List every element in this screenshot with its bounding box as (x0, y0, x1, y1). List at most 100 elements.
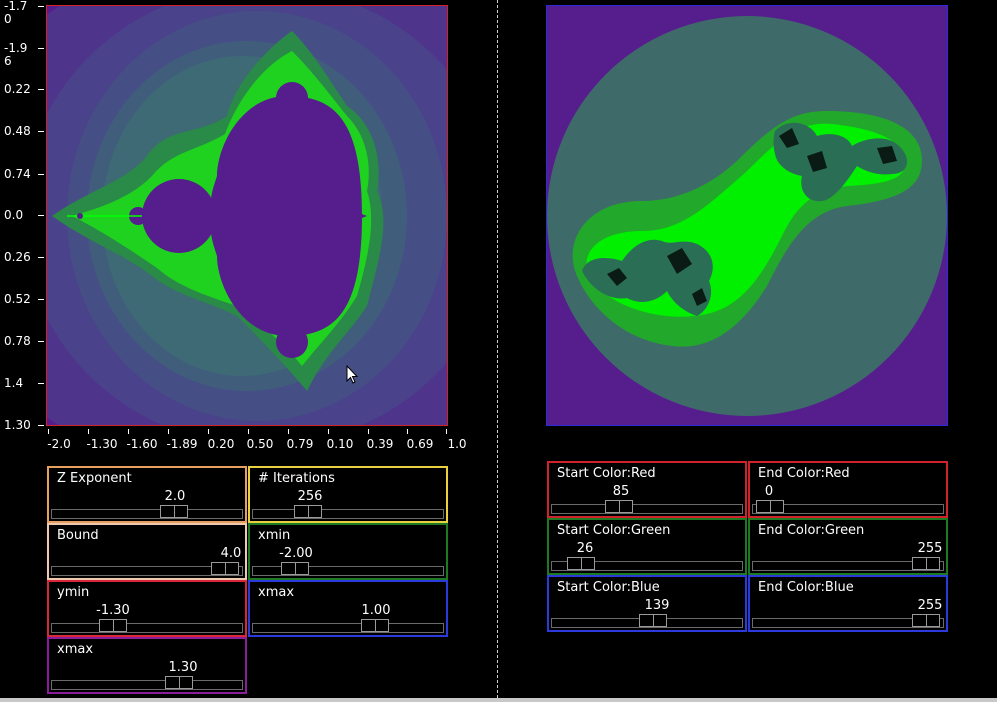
slider-track[interactable] (51, 562, 243, 576)
end-color-green-panel: End Color:Green 255 (748, 518, 948, 575)
x-tick-label: 0.50 (246, 437, 274, 451)
slider-track[interactable] (551, 500, 743, 514)
y-tick-label: -1.9 6 (4, 41, 28, 68)
ymin-panel: ymin -1.30 (47, 580, 247, 637)
julia-detail (779, 128, 799, 148)
slider-handle[interactable] (911, 557, 940, 570)
pane-divider[interactable] (497, 0, 498, 698)
control-label: End Color:Blue (758, 580, 854, 595)
x-tick-label: 0.20 (207, 437, 235, 451)
julia-detail (877, 146, 897, 164)
y-tick-label: 0.0 (4, 208, 24, 222)
slider-handle[interactable] (165, 676, 194, 689)
start-color-blue-panel: Start Color:Blue 139 (547, 575, 747, 632)
control-label: Start Color:Blue (557, 580, 660, 595)
slider-handle[interactable] (911, 614, 940, 627)
control-label: Bound (57, 528, 99, 543)
slider-track[interactable] (51, 619, 243, 633)
x-tick-mark (248, 429, 249, 434)
slider-handle[interactable] (756, 500, 785, 513)
slider-handle[interactable] (566, 557, 595, 570)
x-tick-label: 0.10 (326, 437, 354, 451)
slider-handle[interactable] (604, 500, 633, 513)
mouse-cursor-icon (346, 365, 359, 384)
z-exponent-panel: Z Exponent 2.0 (47, 466, 247, 523)
y-tick-mark (38, 383, 44, 384)
x-tick-mark (128, 429, 129, 434)
control-value: 256 (297, 489, 323, 504)
control-value: 4.0 (220, 546, 242, 561)
control-value: 255 (917, 598, 943, 613)
main-cardioid (210, 96, 362, 336)
slider-track[interactable] (51, 505, 243, 519)
x-tick-mark (368, 429, 369, 434)
slider-handle[interactable] (159, 505, 188, 518)
y-tick-mark (38, 48, 44, 49)
slider-track[interactable] (252, 505, 444, 519)
start-color-green-panel: Start Color:Green 26 (547, 518, 747, 575)
control-label: ymin (57, 585, 90, 600)
x-tick-label: -1.60 (126, 437, 158, 451)
xmax-panel: xmax 1.00 (248, 580, 448, 637)
control-label: xmin (258, 528, 291, 543)
y-tick-mark (38, 131, 44, 132)
end-color-blue-panel: End Color:Blue 255 (748, 575, 948, 632)
period-two-bulb (142, 179, 216, 253)
julia-detail (667, 248, 692, 274)
y-tick-label: 0.22 (4, 82, 31, 96)
control-label: End Color:Red (758, 466, 850, 481)
control-label: Z Exponent (57, 471, 132, 486)
control-value: 85 (612, 484, 630, 499)
xmax-panel-2: xmax 1.30 (47, 637, 247, 694)
y-tick-mark (38, 174, 44, 175)
bound-panel: Bound 4.0 (47, 523, 247, 580)
control-value: -1.30 (96, 603, 130, 618)
control-label: # Iterations (258, 471, 335, 486)
x-tick-label: -1.89 (166, 437, 198, 451)
slider-track[interactable] (252, 562, 444, 576)
x-tick-label: -1.30 (86, 437, 118, 451)
slider-track[interactable] (252, 619, 444, 633)
julia-detail (607, 268, 627, 286)
control-value: 26 (576, 541, 594, 556)
iterations-panel: # Iterations 256 (248, 466, 448, 523)
control-label: End Color:Green (758, 523, 865, 538)
control-value: 139 (644, 598, 670, 613)
slider-handle[interactable] (360, 619, 389, 632)
slider-track[interactable] (51, 676, 243, 690)
tiny-bulb (77, 213, 83, 219)
julia-right-lobe (773, 122, 908, 202)
slider-track[interactable] (752, 557, 944, 571)
x-tick-mark (407, 429, 408, 434)
control-label: Start Color:Red (557, 466, 656, 481)
control-value: 2.0 (164, 489, 186, 504)
mandelbrot-plot[interactable] (46, 5, 448, 426)
slider-handle[interactable] (638, 614, 667, 627)
xmin-panel: xmin -2.00 (248, 523, 448, 580)
cardioid-notch (354, 211, 367, 221)
x-tick-mark (88, 429, 89, 434)
control-value: 1.00 (361, 603, 391, 618)
y-tick-label: 0.48 (4, 124, 31, 138)
y-tick-mark (38, 257, 44, 258)
julia-detail (807, 151, 827, 172)
slider-track[interactable] (752, 614, 944, 628)
slider-track[interactable] (752, 500, 944, 514)
y-tick-label: 1.4 (4, 376, 24, 390)
julia-plot[interactable] (546, 5, 948, 426)
y-tick-mark (38, 215, 44, 216)
y-tick-label: 0.78 (4, 334, 31, 348)
slider-track[interactable] (551, 557, 743, 571)
slider-handle[interactable] (280, 562, 309, 575)
slider-handle[interactable] (294, 505, 323, 518)
slider-handle[interactable] (210, 562, 239, 575)
slider-handle[interactable] (98, 619, 127, 632)
start-color-red-panel: Start Color:Red 85 (547, 461, 747, 518)
window-bottom-edge (0, 698, 997, 702)
control-value: -2.00 (279, 546, 313, 561)
y-tick-mark (38, 299, 44, 300)
x-tick-label: -2.0 (47, 437, 71, 451)
x-tick-mark (168, 429, 169, 434)
slider-track[interactable] (551, 614, 743, 628)
x-tick-mark (328, 429, 329, 434)
